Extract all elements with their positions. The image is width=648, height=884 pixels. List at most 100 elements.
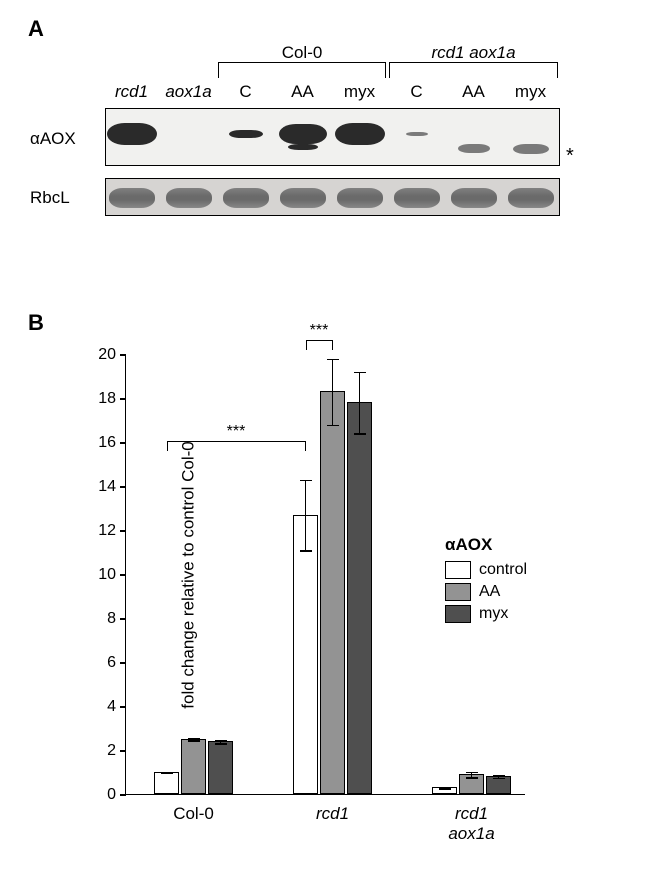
lane-label-ra_aa: AA [446, 82, 501, 102]
yticklabel: 2 [86, 742, 116, 760]
legend-label: AA [479, 583, 500, 601]
ytick [120, 794, 126, 796]
rbcl-band-ra_aa [451, 188, 497, 208]
aox-band-col_aa [279, 124, 327, 144]
xticklabel-rcd1: rcd1 [316, 804, 349, 824]
legend-title: αAOX [445, 535, 527, 555]
group-bracket-rcd1aox1a: rcd1 aox1a [389, 62, 558, 78]
errorbar-cap [188, 740, 200, 742]
rbcl-band-aox1a [166, 188, 212, 208]
ytick [120, 398, 126, 400]
lane-label-col_myx: myx [332, 82, 387, 102]
rbcl-blot [105, 178, 560, 216]
bar-rcd1-myx [347, 402, 372, 794]
xticklabel-col0: Col-0 [173, 804, 214, 824]
yticklabel: 14 [86, 478, 116, 496]
aox-band-lower-ra_aa [458, 144, 490, 153]
ytick [120, 706, 126, 708]
ytick [120, 354, 126, 356]
yticklabel: 6 [86, 654, 116, 672]
aox-band-lower-ra_myx [513, 144, 549, 154]
lane-label-aox1a: aox1a [161, 82, 216, 102]
legend-item-myx: myx [445, 605, 527, 623]
aox-band-ra_c [406, 132, 428, 136]
legend-label: myx [479, 605, 508, 623]
errorbar-cap [161, 773, 173, 775]
yticklabel: 0 [86, 786, 116, 804]
yticklabel: 16 [86, 434, 116, 452]
group-bracket-col0: Col-0 [218, 62, 386, 78]
asterisk-annotation: * [566, 145, 574, 168]
legend-item-AA: AA [445, 583, 527, 601]
rbcl-band-rcd1 [109, 188, 155, 208]
errorbar-cap [493, 775, 505, 777]
aox-blot [105, 108, 560, 166]
errorbar-cap [215, 740, 227, 742]
bar-col0-control [154, 772, 179, 794]
ytick [120, 618, 126, 620]
yticklabel: 4 [86, 698, 116, 716]
rbcl-band-ra_c [394, 188, 440, 208]
errorbar-cap [327, 425, 339, 427]
errorbar-cap [466, 777, 478, 779]
aox-band-rcd1 [107, 123, 157, 145]
legend: αAOX control AA myx [445, 535, 527, 627]
legend-swatch [445, 605, 471, 623]
lane-label-col_c: C [218, 82, 273, 102]
panel-label-a: A [28, 16, 44, 42]
yticklabel: 12 [86, 522, 116, 540]
group-label-col0: Col-0 [219, 43, 385, 63]
errorbar-cap [493, 778, 505, 780]
row-label-rbcl: RbcL [30, 188, 70, 208]
ytick [120, 442, 126, 444]
ytick [120, 662, 126, 664]
bar-rcd1-control [293, 515, 318, 794]
aox-band-col_c [229, 130, 263, 138]
legend-item-control: control [445, 561, 527, 579]
ytick [120, 574, 126, 576]
panel-b: 02468101214161820Col-0rcd1rcd1 aox1a****… [30, 340, 620, 880]
rbcl-band-col_aa [280, 188, 326, 208]
errorbar-cap [439, 788, 451, 790]
lane-label-ra_c: C [389, 82, 444, 102]
yticklabel: 10 [86, 566, 116, 584]
yticklabel: 8 [86, 610, 116, 628]
errorbar-cap [327, 359, 339, 361]
bar-col0-myx [208, 741, 233, 794]
bar-rcd1-AA [320, 391, 345, 794]
lane-label-ra_myx: myx [503, 82, 558, 102]
rbcl-band-ra_myx [508, 188, 554, 208]
ytick [120, 750, 126, 752]
aox-band-col_myx [335, 123, 385, 145]
panel-label-b: B [28, 310, 44, 336]
errorbar-cap [354, 433, 366, 435]
legend-swatch [445, 583, 471, 601]
errorbar-cap [466, 772, 478, 774]
errorbar-cap [300, 480, 312, 482]
legend-swatch [445, 561, 471, 579]
y-axis-label: fold change relative to control Col-0 [179, 441, 199, 708]
errorbar [332, 359, 334, 425]
errorbar [359, 373, 361, 435]
group-label-rcd1aox1a: rcd1 aox1a [390, 43, 557, 63]
yticklabel: 18 [86, 390, 116, 408]
errorbar-cap [215, 743, 227, 745]
xticklabel-rcd1aox1a: rcd1 aox1a [445, 804, 499, 844]
aox-band-lower-col_aa [288, 144, 318, 150]
rbcl-band-col_c [223, 188, 269, 208]
lane-label-col_aa: AA [275, 82, 330, 102]
errorbar-cap [300, 550, 312, 552]
row-label-aox: αAOX [30, 129, 76, 149]
lane-label-rcd1: rcd1 [104, 82, 159, 102]
significance-bracket [306, 340, 333, 350]
errorbar [305, 480, 307, 550]
bar-col0-AA [181, 739, 206, 794]
legend-label: control [479, 561, 527, 579]
ytick [120, 530, 126, 532]
ytick [120, 486, 126, 488]
rbcl-band-col_myx [337, 188, 383, 208]
errorbar-cap [354, 372, 366, 374]
significance-label: *** [310, 322, 329, 340]
yticklabel: 20 [86, 346, 116, 364]
significance-label: *** [227, 423, 246, 441]
